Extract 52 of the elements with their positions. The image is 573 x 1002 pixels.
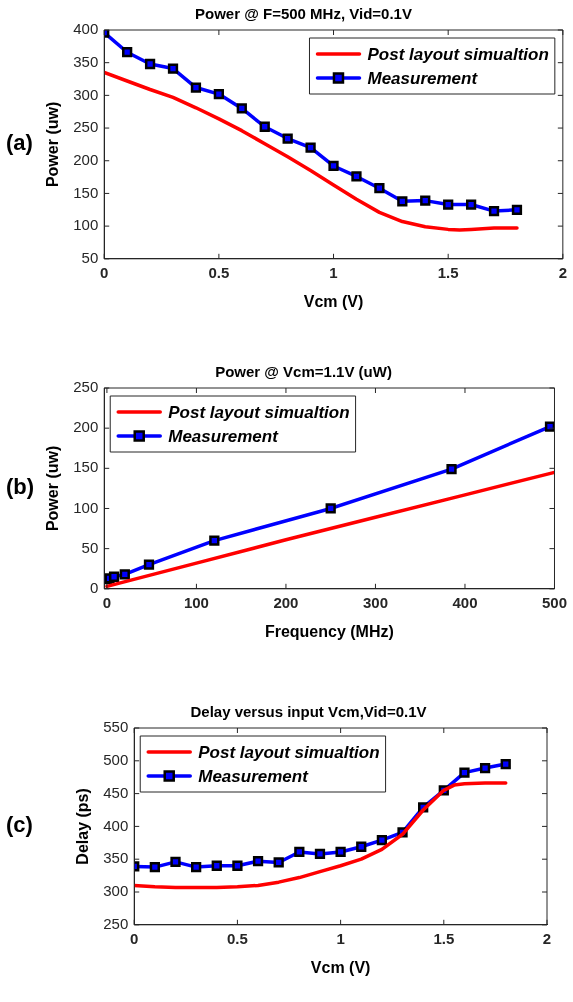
text: (c): [6, 812, 33, 838]
x-tick-label: 200: [273, 593, 299, 611]
y-axis-title: Delay (ps): [74, 788, 92, 865]
x-axis-title: Frequency (MHz): [264, 622, 394, 640]
x-tick-label: 1: [329, 263, 338, 281]
y-axis-title: Power (uw): [44, 445, 62, 532]
y-tick-label: 150: [73, 183, 99, 201]
legend-label: Post layout simualtion: [367, 44, 549, 64]
legend-label: Post layout simualtion: [168, 402, 350, 422]
x-tick-label: 1: [336, 929, 345, 947]
y-tick-label: 500: [103, 750, 129, 768]
y-tick-label: 450: [103, 783, 129, 801]
y-tick-label: 550: [103, 718, 129, 736]
y-tick-label: 200: [73, 418, 99, 436]
x-tick-label: 100: [183, 593, 209, 611]
y-tick-label: 200: [73, 150, 99, 168]
x-tick-label: 300: [362, 593, 388, 611]
y-tick-label: 250: [73, 118, 99, 136]
chart-title: Power @ Vcm=1.1V (uW): [215, 363, 392, 381]
legend-label: Measurement: [367, 68, 479, 88]
legend-label: Measurement: [198, 766, 310, 786]
x-tick-label: 500: [541, 593, 567, 611]
y-tick-label: 50: [81, 248, 99, 266]
y-tick-label: 300: [103, 882, 129, 900]
x-tick-label: 0.5: [208, 263, 230, 281]
x-tick-label: 2: [542, 929, 552, 947]
y-tick-label: 400: [103, 816, 129, 834]
x-tick-label: 1.5: [437, 263, 459, 281]
x-tick-label: 400: [452, 593, 478, 611]
y-tick-label: 350: [73, 52, 99, 70]
y-tick-label: 400: [73, 20, 99, 38]
legend-label: Post layout simualtion: [198, 742, 380, 762]
x-axis-title: Vcm (V): [303, 292, 364, 310]
y-tick-label: 350: [103, 849, 129, 867]
x-axis-title: Vcm (V): [310, 958, 371, 976]
x-tick-label: 0.5: [226, 929, 248, 947]
y-tick-label: 250: [73, 378, 99, 396]
y-tick-label: 250: [103, 914, 129, 932]
y-tick-label: 0: [89, 578, 99, 596]
text: (a): [6, 130, 33, 156]
y-tick-label: 100: [73, 216, 99, 234]
text: (b): [6, 474, 35, 500]
chart-title: Power @ F=500 MHz, Vid=0.1V: [195, 5, 412, 23]
y-tick-label: 150: [73, 458, 99, 476]
y-tick-label: 50: [81, 538, 99, 556]
chart-title: Delay versus input Vcm,Vid=0.1V: [190, 703, 427, 721]
y-tick-label: 300: [73, 85, 99, 103]
y-tick-label: 100: [73, 498, 99, 516]
x-tick-label: 2: [558, 263, 567, 281]
legend-label: Measurement: [168, 426, 280, 446]
y-axis-title: Power (uw): [44, 101, 62, 188]
x-tick-label: 1.5: [433, 929, 455, 947]
